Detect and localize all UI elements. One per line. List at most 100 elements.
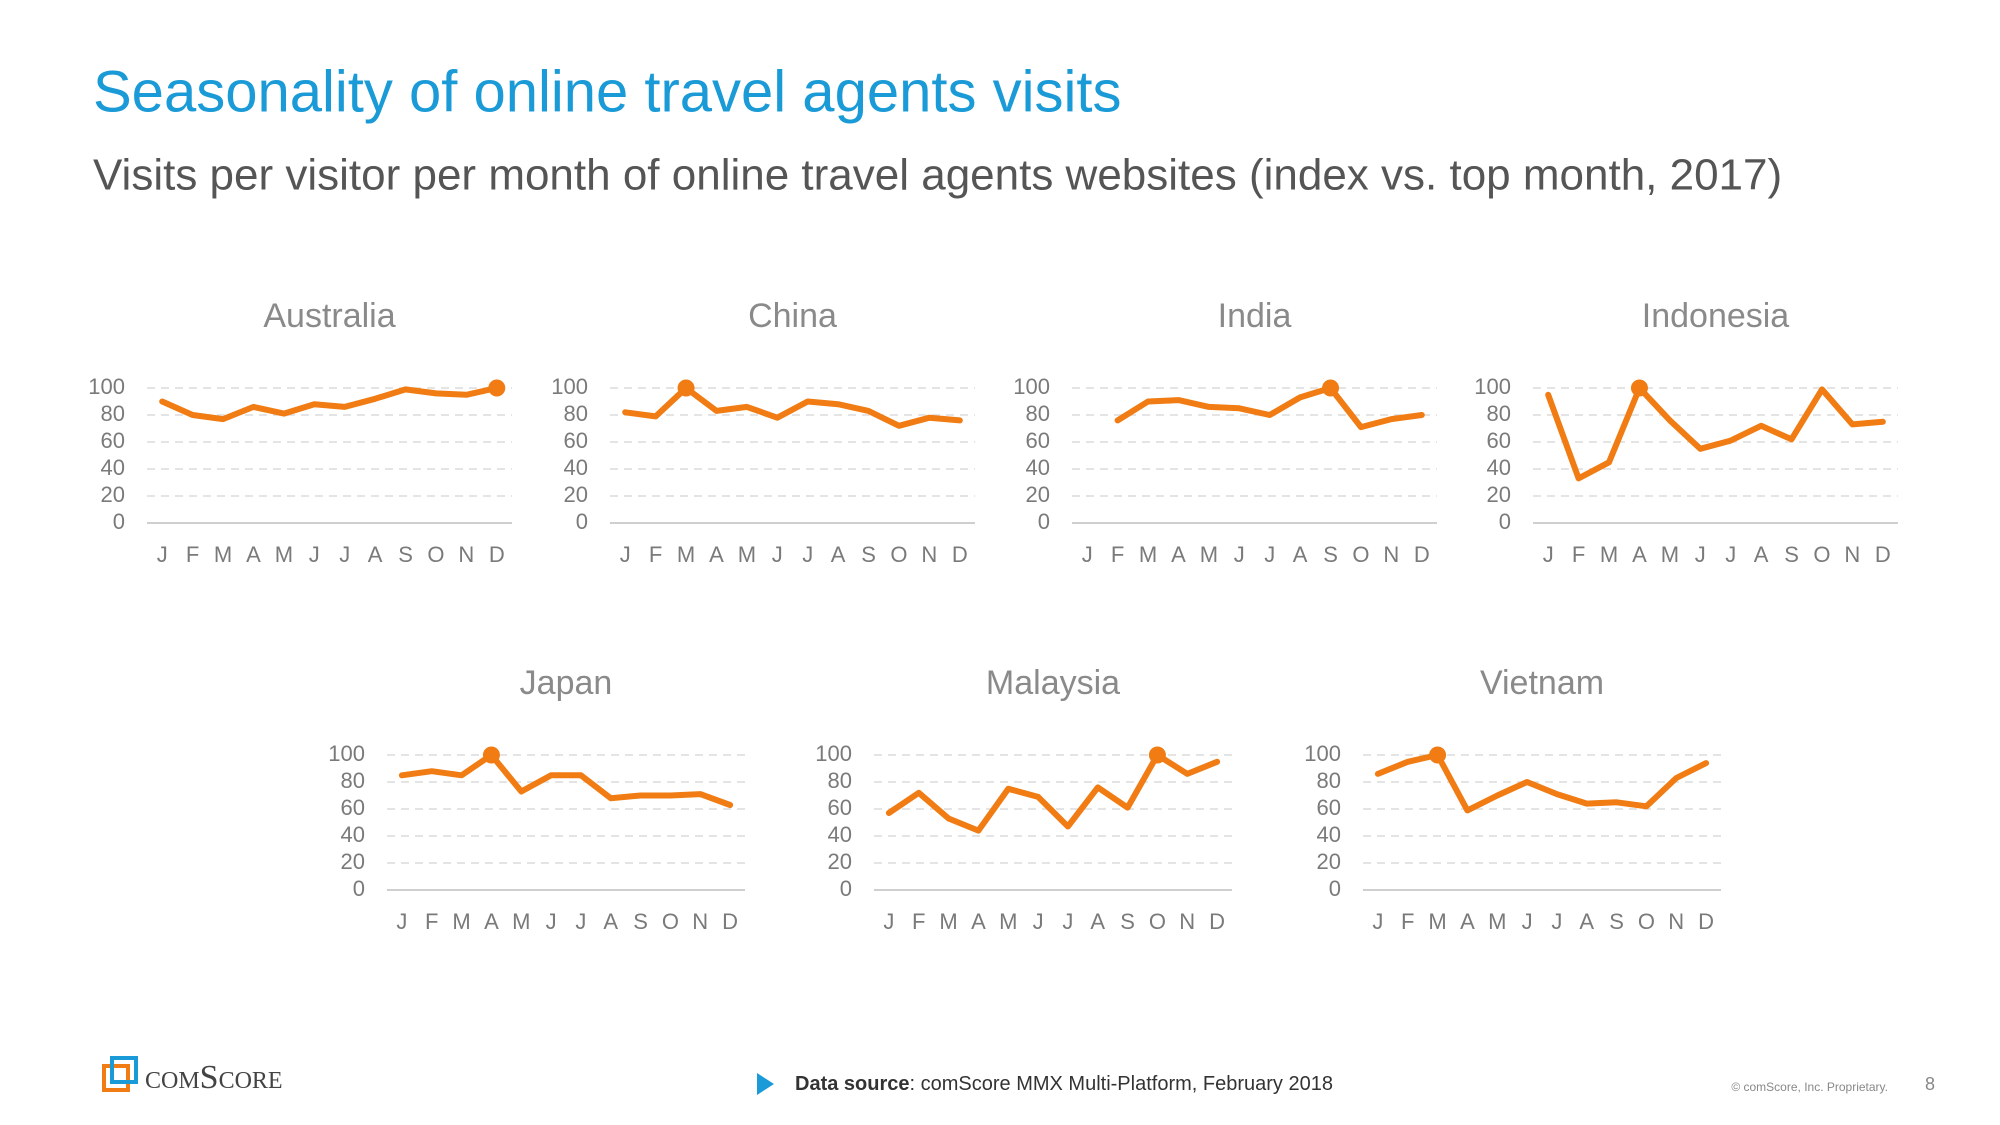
y-tick-label: 100 (1304, 741, 1341, 766)
title: Seasonality of online travel agents visi… (93, 59, 1121, 124)
data-source: Data source: comScore MMX Multi-Platform… (795, 1073, 1333, 1095)
x-tick-label: D (1414, 542, 1430, 567)
x-tick-label: S (861, 542, 876, 567)
x-tick-label: J (1725, 542, 1736, 567)
x-tick-label: O (427, 542, 444, 567)
x-tick-label: F (649, 542, 662, 567)
x-tick-label: A (1090, 909, 1105, 934)
series-line (885, 752, 1221, 834)
chart-title: Japan (520, 664, 613, 702)
y-tick-label: 40 (1487, 455, 1511, 480)
x-tick-label: J (883, 909, 894, 934)
x-tick-label: N (1383, 542, 1399, 567)
peak-marker (1322, 379, 1340, 397)
y-tick-label: 80 (1487, 401, 1511, 426)
y-tick-label: 100 (815, 741, 852, 766)
y-tick-label: 40 (564, 455, 588, 480)
copyright: © comScore, Inc. Proprietary. (1731, 1080, 1888, 1094)
x-tick-label: D (1209, 909, 1225, 934)
x-tick-label: O (1638, 909, 1655, 934)
x-tick-label: J (1082, 542, 1093, 567)
x-tick-label: N (1179, 909, 1195, 934)
y-tick-label: 60 (1487, 428, 1511, 453)
x-tick-label: A (1754, 542, 1769, 567)
x-tick-label: J (620, 542, 631, 567)
x-tick-label: J (546, 909, 557, 934)
x-tick-label: S (1323, 542, 1338, 567)
y-tick-label: 20 (828, 849, 852, 874)
x-tick-label: M (1428, 909, 1446, 934)
x-tick-label: J (575, 909, 586, 934)
x-tick-label: D (952, 542, 968, 567)
y-tick-label: 40 (101, 455, 125, 480)
x-tick-label: D (722, 909, 738, 934)
x-tick-label: J (1372, 909, 1383, 934)
x-tick-label: S (1120, 909, 1135, 934)
x-tick-label: D (1698, 909, 1714, 934)
peak-marker (1148, 746, 1166, 764)
y-tick-label: 100 (88, 374, 125, 399)
x-tick-label: M (275, 542, 293, 567)
y-tick-label: 20 (101, 482, 125, 507)
x-tick-label: D (489, 542, 505, 567)
peak-marker (1429, 746, 1447, 764)
y-tick-label: 60 (564, 428, 588, 453)
peak-marker (482, 746, 500, 764)
x-tick-label: A (603, 909, 618, 934)
x-tick-label: F (1572, 542, 1585, 567)
y-tick-label: 80 (564, 401, 588, 426)
y-tick-label: 20 (564, 482, 588, 507)
y-tick-label: 20 (341, 849, 365, 874)
series-line (159, 385, 500, 423)
x-tick-label: S (633, 909, 648, 934)
y-tick-label: 0 (1038, 509, 1050, 534)
x-tick-label: M (999, 909, 1017, 934)
logo-text: comScore (145, 1059, 283, 1096)
y-tick-label: 60 (1317, 795, 1341, 820)
peak-marker (1630, 379, 1648, 397)
x-tick-label: N (458, 542, 474, 567)
x-tick-label: M (214, 542, 232, 567)
x-tick-label: A (971, 909, 986, 934)
series-line (622, 385, 963, 429)
y-tick-label: 80 (341, 768, 365, 793)
x-tick-label: A (484, 909, 499, 934)
y-tick-label: 40 (1026, 455, 1050, 480)
y-tick-label: 100 (328, 741, 365, 766)
x-tick-label: A (368, 542, 383, 567)
x-tick-label: M (1488, 909, 1506, 934)
source-text: : comScore MMX Multi-Platform, February … (910, 1073, 1333, 1095)
y-tick-label: 40 (341, 822, 365, 847)
chart-title: Indonesia (1642, 297, 1790, 335)
y-tick-label: 60 (341, 795, 365, 820)
y-tick-label: 80 (1317, 768, 1341, 793)
x-tick-label: J (1264, 542, 1275, 567)
x-tick-label: J (1522, 909, 1533, 934)
y-tick-label: 20 (1026, 482, 1050, 507)
x-tick-label: M (939, 909, 957, 934)
x-tick-label: J (157, 542, 168, 567)
x-tick-label: J (1543, 542, 1554, 567)
x-tick-label: N (1844, 542, 1860, 567)
series-line (1374, 752, 1710, 814)
x-tick-label: A (1293, 542, 1308, 567)
chart-title: India (1218, 297, 1292, 335)
x-tick-label: M (1661, 542, 1679, 567)
y-tick-label: 0 (353, 876, 365, 901)
x-tick-label: J (772, 542, 783, 567)
y-tick-label: 40 (1317, 822, 1341, 847)
series-line (1545, 385, 1886, 482)
y-tick-label: 80 (1026, 401, 1050, 426)
x-tick-label: F (912, 909, 925, 934)
x-tick-label: A (1579, 909, 1594, 934)
source-label: Data source (795, 1073, 910, 1095)
y-tick-label: 40 (828, 822, 852, 847)
y-tick-label: 100 (551, 374, 588, 399)
x-tick-label: M (452, 909, 470, 934)
